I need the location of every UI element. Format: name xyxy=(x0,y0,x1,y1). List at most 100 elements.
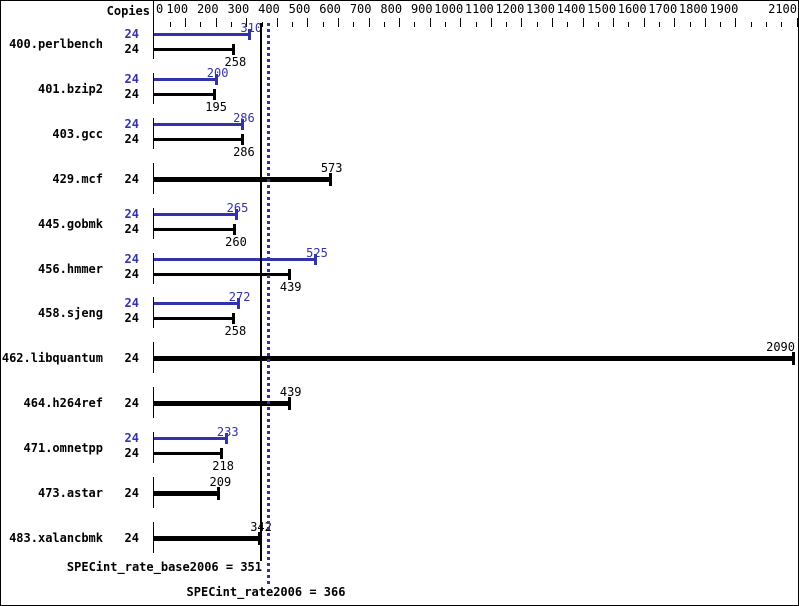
base-value-label: 218 xyxy=(212,459,234,473)
axis-tick-label: 1700 xyxy=(648,2,678,16)
axis-tick-label: 700 xyxy=(349,2,372,16)
peak-bar xyxy=(154,78,216,81)
benchmark-label: 429.mcf xyxy=(52,172,103,186)
base-bar-endcap xyxy=(213,89,217,100)
benchmark-label: 400.perlbench xyxy=(9,37,103,51)
peak-bar xyxy=(154,437,226,440)
peak-bar xyxy=(154,33,250,36)
peak-bar xyxy=(154,258,315,261)
axis-minor-tick xyxy=(262,22,263,27)
peak-value-label: 233 xyxy=(216,425,239,439)
base-value-label: 260 xyxy=(225,235,247,249)
base-bar xyxy=(154,273,289,276)
axis-tick-label: 400 xyxy=(258,2,280,16)
benchmark-label: 456.hmmer xyxy=(37,262,103,276)
axis-major-tick xyxy=(705,18,706,27)
base-bar-endcap xyxy=(240,134,244,145)
copies-value: 24 xyxy=(124,351,139,365)
peak-bar-endcap xyxy=(240,119,244,130)
axis-minor-tick xyxy=(567,22,568,27)
axis-minor-tick xyxy=(628,22,629,27)
axis-tick-label: 0 xyxy=(156,2,164,16)
axis-tick-label: 1600 xyxy=(617,2,647,16)
axis-minor-tick xyxy=(690,22,691,27)
axis-minor-tick xyxy=(720,22,721,27)
copies-value: 24 xyxy=(124,87,139,101)
base-bar-endcap xyxy=(217,487,221,500)
base-bar-endcap xyxy=(232,313,236,324)
base-value-label: 439 xyxy=(279,280,302,294)
row-axis-segment xyxy=(153,163,154,194)
axis-major-tick xyxy=(307,18,308,27)
benchmark-label: 471.omnetpp xyxy=(23,441,103,455)
axis-minor-tick xyxy=(766,22,767,27)
base-bar xyxy=(154,48,234,51)
axis-major-tick xyxy=(613,18,614,27)
peak-value-label: 272 xyxy=(228,290,251,304)
peak-median-reference-line xyxy=(267,23,270,585)
copies-value: 24 xyxy=(124,172,139,186)
axis-minor-tick xyxy=(384,22,385,27)
axis-tick-label: 1800 xyxy=(678,2,708,16)
base-bar xyxy=(154,228,234,231)
base-bar-endcap xyxy=(232,224,236,235)
axis-tick-label: 100 xyxy=(166,2,189,16)
axis-major-tick xyxy=(552,18,553,27)
axis-minor-tick xyxy=(414,22,415,27)
base-bar-endcap xyxy=(232,44,236,55)
peak-bar-endcap xyxy=(236,298,240,309)
copies-column-header: Copies xyxy=(106,4,150,18)
peak-bar-endcap xyxy=(214,74,218,85)
benchmark-label: 483.xalancbmk xyxy=(9,531,103,545)
copies-value: 24 xyxy=(124,27,139,41)
axis-minor-tick xyxy=(200,22,201,27)
base-value-label: 573 xyxy=(320,161,343,175)
axis-major-tick xyxy=(399,18,400,27)
axis-minor-tick xyxy=(292,22,293,27)
axis-major-tick xyxy=(277,18,278,27)
axis-tick-label: 500 xyxy=(288,2,311,16)
copies-value: 24 xyxy=(124,252,139,266)
axis-minor-tick xyxy=(445,22,446,27)
axis-major-tick xyxy=(185,18,186,27)
base-bar-endcap xyxy=(287,269,291,280)
base-value-label: 2090 xyxy=(766,340,795,354)
axis-minor-tick xyxy=(231,22,232,27)
peak-value-label: 525 xyxy=(306,246,328,260)
base-value-label: 258 xyxy=(224,324,247,338)
axis-tick-label: 1500 xyxy=(587,2,617,16)
base-bar xyxy=(154,317,234,320)
peak-value-label: 286 xyxy=(233,111,255,125)
copies-value: 24 xyxy=(124,311,139,325)
copies-value: 24 xyxy=(124,267,139,281)
axis-minor-tick xyxy=(781,22,782,27)
axis-major-tick xyxy=(460,18,461,27)
base-median-reference-line xyxy=(260,23,262,561)
row-axis-segment xyxy=(153,118,154,149)
row-axis-segment xyxy=(153,522,154,553)
base-bar xyxy=(154,138,242,141)
axis-tick-label: 600 xyxy=(319,2,341,16)
axis-tick-label: 1100 xyxy=(464,2,494,16)
row-axis-segment xyxy=(153,73,154,104)
axis-major-tick xyxy=(583,18,584,27)
benchmark-label: 403.gcc xyxy=(52,127,103,141)
axis-tick-label: 1900 xyxy=(709,2,739,16)
axis-tick-label: 1200 xyxy=(495,2,525,16)
benchmark-label: 445.gobmk xyxy=(37,217,103,231)
axis-major-tick xyxy=(521,18,522,27)
axis-tick-label: 300 xyxy=(227,2,250,16)
row-axis-segment xyxy=(153,208,154,239)
axis-minor-tick xyxy=(353,22,354,27)
axis-major-tick xyxy=(369,18,370,27)
peak-bar-endcap xyxy=(314,254,317,265)
base-value-label: 439 xyxy=(279,385,302,399)
peak-bar-endcap xyxy=(234,209,238,220)
peak-bar xyxy=(154,123,242,126)
copies-value: 24 xyxy=(124,42,139,56)
copies-value: 24 xyxy=(124,222,139,236)
axis-minor-tick xyxy=(170,22,171,27)
copies-value: 24 xyxy=(124,531,139,545)
base-value-label: 209 xyxy=(209,475,232,489)
